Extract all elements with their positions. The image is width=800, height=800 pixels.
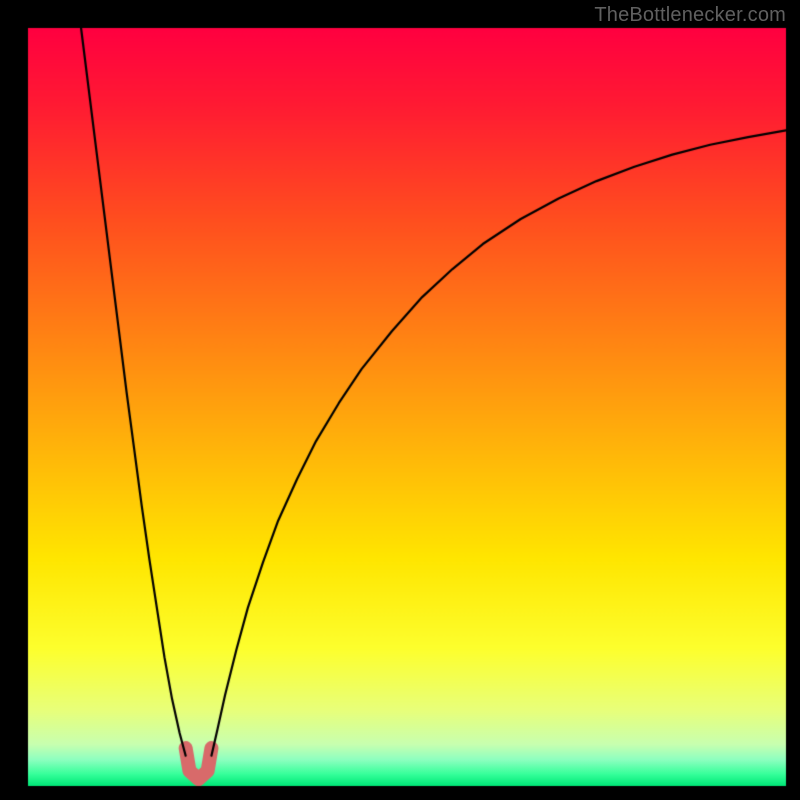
watermark-text: TheBottlenecker.com [594, 4, 786, 27]
chart-stage: TheBottlenecker.com [0, 0, 800, 800]
plot-frame [28, 28, 786, 786]
